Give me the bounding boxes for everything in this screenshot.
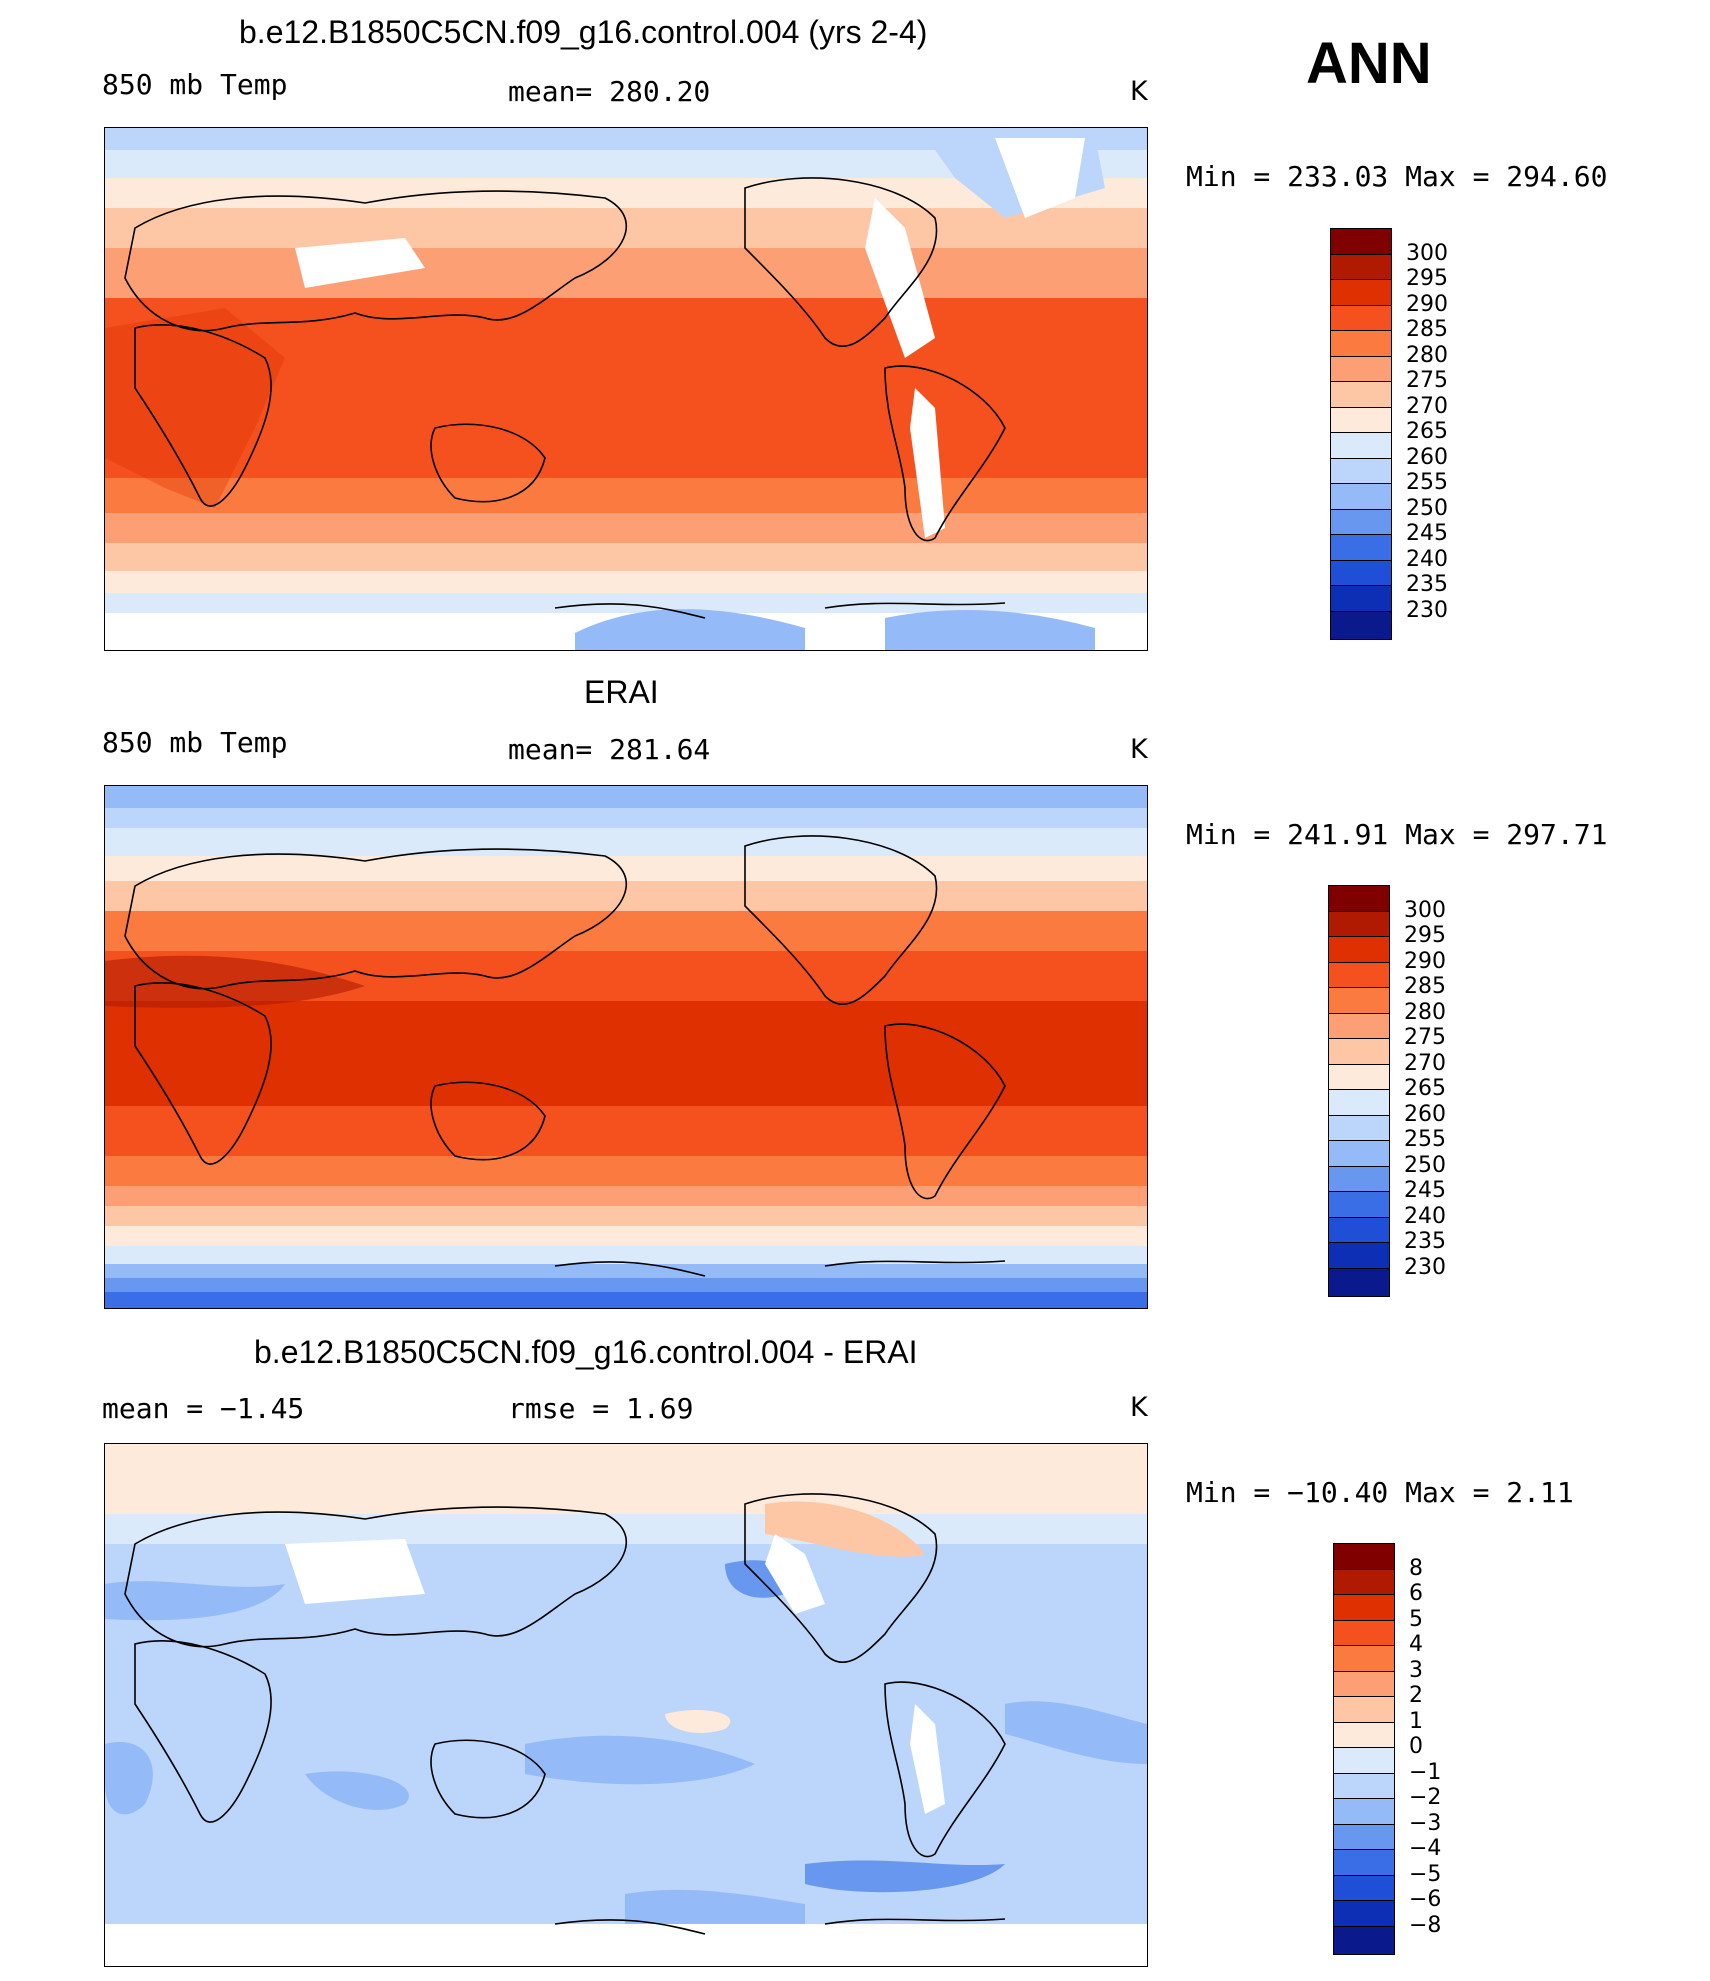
colorbar-diff-tick: 6 <box>1409 1581 1423 1606</box>
map-diff <box>104 1443 1148 1967</box>
colorbar-model-tick: 255 <box>1406 470 1448 495</box>
panel-minmax-label: Min = 241.91 Max = 297.71 <box>1186 818 1608 851</box>
panel-mean-label: mean= 281.64 <box>508 733 711 766</box>
colorbar-diff-tick: 4 <box>1409 1632 1423 1657</box>
panel-mean-label: mean = −1.45 <box>102 1392 305 1425</box>
colorbar-obs: 300 295 290 285 280 275 270 265 260 255 … <box>1328 885 1488 1297</box>
colorbar-model-tick: 275 <box>1406 368 1448 393</box>
colorbar-diff-tick: 3 <box>1409 1658 1423 1683</box>
colorbar-obs-tick: 285 <box>1404 974 1446 999</box>
colorbar-obs-tick: 230 <box>1404 1255 1446 1280</box>
panel-minmax-label: Min = −10.40 Max = 2.11 <box>1186 1476 1574 1509</box>
colorbar-obs-tick: 260 <box>1404 1102 1446 1127</box>
panel-variable-label: 850 mb Temp <box>102 726 288 759</box>
panel-rmse-label: rmse = 1.69 <box>508 1392 694 1425</box>
map-model-svg <box>105 128 1147 650</box>
colorbar-diff-tick: 1 <box>1409 1709 1423 1734</box>
colorbar-model-tick: 265 <box>1406 419 1448 444</box>
panel-title-diff: b.e12.B1850C5CN.f09_g16.control.004 - ER… <box>254 1334 918 1370</box>
colorbar-diff-tick: 5 <box>1409 1607 1423 1632</box>
colorbar-obs-tick: 250 <box>1404 1153 1446 1178</box>
colorbar-model-tick: 295 <box>1406 266 1448 291</box>
colorbar-obs-tick: 300 <box>1404 898 1446 923</box>
colorbar-model-tick: 260 <box>1406 445 1448 470</box>
map-obs <box>104 785 1148 1309</box>
colorbar-diff-tick: −1 <box>1409 1760 1442 1785</box>
colorbar-model-tick: 270 <box>1406 394 1448 419</box>
colorbar-model-tick: 285 <box>1406 317 1448 342</box>
colorbar-model-tick: 235 <box>1406 572 1448 597</box>
colorbar-diff-tick: −3 <box>1409 1811 1442 1836</box>
colorbar-obs-tick: 270 <box>1404 1051 1446 1076</box>
colorbar-obs-tick: 280 <box>1404 1000 1446 1025</box>
colorbar-diff-tick: 2 <box>1409 1683 1423 1708</box>
colorbar-diff-tick: −8 <box>1409 1913 1442 1938</box>
colorbar-model-tick: 240 <box>1406 547 1448 572</box>
colorbar-obs-tick: 245 <box>1404 1178 1446 1203</box>
colorbar-obs-tick: 290 <box>1404 949 1446 974</box>
map-diff-svg <box>105 1444 1147 1966</box>
colorbar-diff-tick: −5 <box>1409 1862 1442 1887</box>
colorbar-model-tick: 280 <box>1406 343 1448 368</box>
colorbar-obs-tick: 265 <box>1404 1076 1446 1101</box>
colorbar-model: 300 295 290 285 280 275 270 265 260 255 … <box>1330 228 1490 640</box>
colorbar-obs-tick: 275 <box>1404 1025 1446 1050</box>
panel-title-obs: ERAI <box>584 674 659 710</box>
panel-title-model: b.e12.B1850C5CN.f09_g16.control.004 (yrs… <box>239 14 928 50</box>
colorbar-diff: 8 6 5 4 3 2 1 0 −1 −2 −3 −4 −5 −6 −8 <box>1333 1543 1493 1955</box>
panel-mean-label: mean= 280.20 <box>508 75 711 108</box>
colorbar-obs-tick: 255 <box>1404 1127 1446 1152</box>
panel-minmax-label: Min = 233.03 Max = 294.60 <box>1186 160 1608 193</box>
colorbar-diff-tick: 0 <box>1409 1734 1423 1759</box>
map-model <box>104 127 1148 651</box>
colorbar-model-tick: 290 <box>1406 292 1448 317</box>
colorbar-obs-tick: 235 <box>1404 1229 1446 1254</box>
colorbar-model-tick: 245 <box>1406 521 1448 546</box>
colorbar-diff-tick: 8 <box>1409 1556 1423 1581</box>
panel-units-label: K <box>1130 734 1148 765</box>
colorbar-obs-tick: 240 <box>1404 1204 1446 1229</box>
panel-variable-label: 850 mb Temp <box>102 68 288 101</box>
colorbar-diff-tick: −6 <box>1409 1887 1442 1912</box>
panel-units-label: K <box>1130 76 1148 107</box>
colorbar-model-tick: 230 <box>1406 598 1448 623</box>
season-label: ANN <box>1306 31 1432 96</box>
colorbar-diff-tick: −2 <box>1409 1785 1442 1810</box>
map-obs-svg <box>105 786 1147 1308</box>
colorbar-obs-tick: 295 <box>1404 923 1446 948</box>
colorbar-diff-tick: −4 <box>1409 1836 1442 1861</box>
colorbar-model-tick: 250 <box>1406 496 1448 521</box>
colorbar-model-tick: 300 <box>1406 241 1448 266</box>
panel-units-label: K <box>1130 1392 1148 1423</box>
